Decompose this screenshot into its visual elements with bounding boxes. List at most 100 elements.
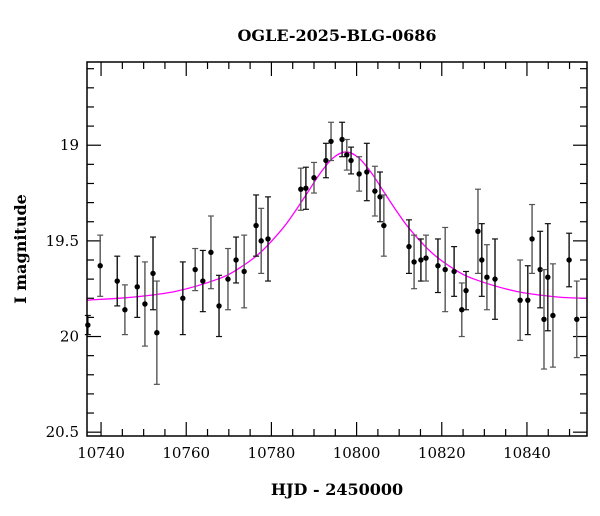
point-marker: [114, 278, 120, 284]
point-marker: [265, 236, 271, 242]
point-marker: [545, 274, 551, 280]
point-marker: [529, 236, 535, 242]
point-marker: [122, 307, 128, 313]
data-point: [297, 167, 304, 211]
model-curve: [86, 151, 588, 301]
point-marker: [97, 263, 103, 269]
data-point: [207, 215, 214, 290]
point-marker: [85, 322, 91, 328]
x-tick-label: 10840: [503, 444, 551, 462]
data-point: [537, 230, 544, 309]
point-marker: [208, 249, 214, 256]
point-marker: [303, 185, 309, 191]
point-marker: [381, 222, 387, 229]
data-point: [417, 238, 424, 282]
point-marker: [311, 175, 317, 181]
point-marker: [356, 171, 362, 177]
data-point: [216, 274, 223, 338]
plot-frame: [86, 61, 588, 437]
data-point: [451, 246, 458, 297]
point-marker: [423, 255, 429, 261]
point-marker: [574, 316, 580, 323]
data-point: [233, 236, 240, 284]
x-tick-label: 10820: [418, 444, 466, 462]
point-marker: [150, 270, 156, 277]
point-marker: [475, 228, 481, 235]
y-tick-label: 20: [60, 328, 79, 346]
point-marker: [323, 157, 329, 164]
point-marker: [566, 257, 572, 263]
data-point: [114, 255, 121, 307]
point-marker: [537, 266, 543, 273]
model-curve-group: [86, 151, 588, 301]
data-point: [199, 249, 206, 313]
y-tick-label: 20.5: [46, 423, 79, 441]
y-axis-label: I magnitude: [11, 194, 30, 304]
y-tick-label: 19: [60, 136, 79, 154]
x-tick-label: 10780: [248, 444, 296, 462]
data-point: [442, 226, 449, 313]
x-tick-label: 10760: [162, 444, 210, 462]
data-point: [141, 261, 148, 347]
data-point: [483, 244, 490, 311]
point-marker: [517, 297, 523, 303]
data-point: [363, 142, 370, 202]
data-point: [339, 121, 346, 158]
point-marker: [459, 307, 465, 313]
data-point: [84, 314, 91, 336]
point-marker: [216, 303, 222, 309]
data-point: [377, 171, 384, 223]
point-marker: [154, 329, 160, 336]
data-point: [121, 284, 128, 336]
data-point: [311, 161, 318, 194]
data-point: [458, 282, 465, 338]
data-point: [478, 223, 485, 297]
point-marker: [411, 259, 417, 265]
point-marker: [442, 266, 448, 273]
data-point: [517, 259, 524, 341]
chart-title: OGLE-2025-BLG-0686: [237, 26, 436, 45]
data-point: [573, 280, 580, 359]
data-point: [529, 203, 536, 274]
data-point: [322, 142, 329, 179]
data-point: [153, 280, 160, 385]
point-marker: [525, 297, 531, 303]
point-marker: [372, 188, 378, 194]
point-marker: [258, 238, 264, 244]
point-marker: [180, 295, 186, 301]
data-point: [97, 234, 104, 297]
data-point: [540, 268, 547, 370]
point-marker: [364, 169, 370, 175]
y-tick-label: 19.5: [46, 232, 79, 250]
point-marker: [142, 301, 148, 307]
data-point: [549, 263, 556, 368]
data-point: [258, 207, 265, 274]
point-marker: [233, 257, 239, 263]
point-marker: [463, 287, 469, 294]
data-point: [544, 223, 551, 332]
data-point: [343, 138, 350, 171]
data-point: [405, 219, 412, 274]
data-point: [380, 194, 387, 257]
point-marker: [134, 284, 140, 290]
data-point: [411, 234, 418, 290]
data-point: [241, 234, 248, 309]
point-marker: [484, 274, 490, 280]
data-point: [348, 146, 355, 175]
point-marker: [492, 276, 498, 282]
data-point: [134, 255, 141, 318]
data-point: [566, 232, 573, 288]
data-point: [192, 247, 199, 292]
data-point: [492, 238, 499, 320]
point-marker: [550, 312, 556, 319]
axis-ticks: [87, 62, 587, 436]
data-point: [434, 238, 441, 294]
data-point: [253, 194, 260, 257]
data-point: [265, 196, 272, 282]
data-point: [524, 265, 531, 336]
point-marker: [479, 257, 485, 263]
x-axis-label: HJD - 2450000: [271, 480, 403, 499]
point-marker: [541, 316, 547, 323]
data-point: [328, 121, 335, 162]
